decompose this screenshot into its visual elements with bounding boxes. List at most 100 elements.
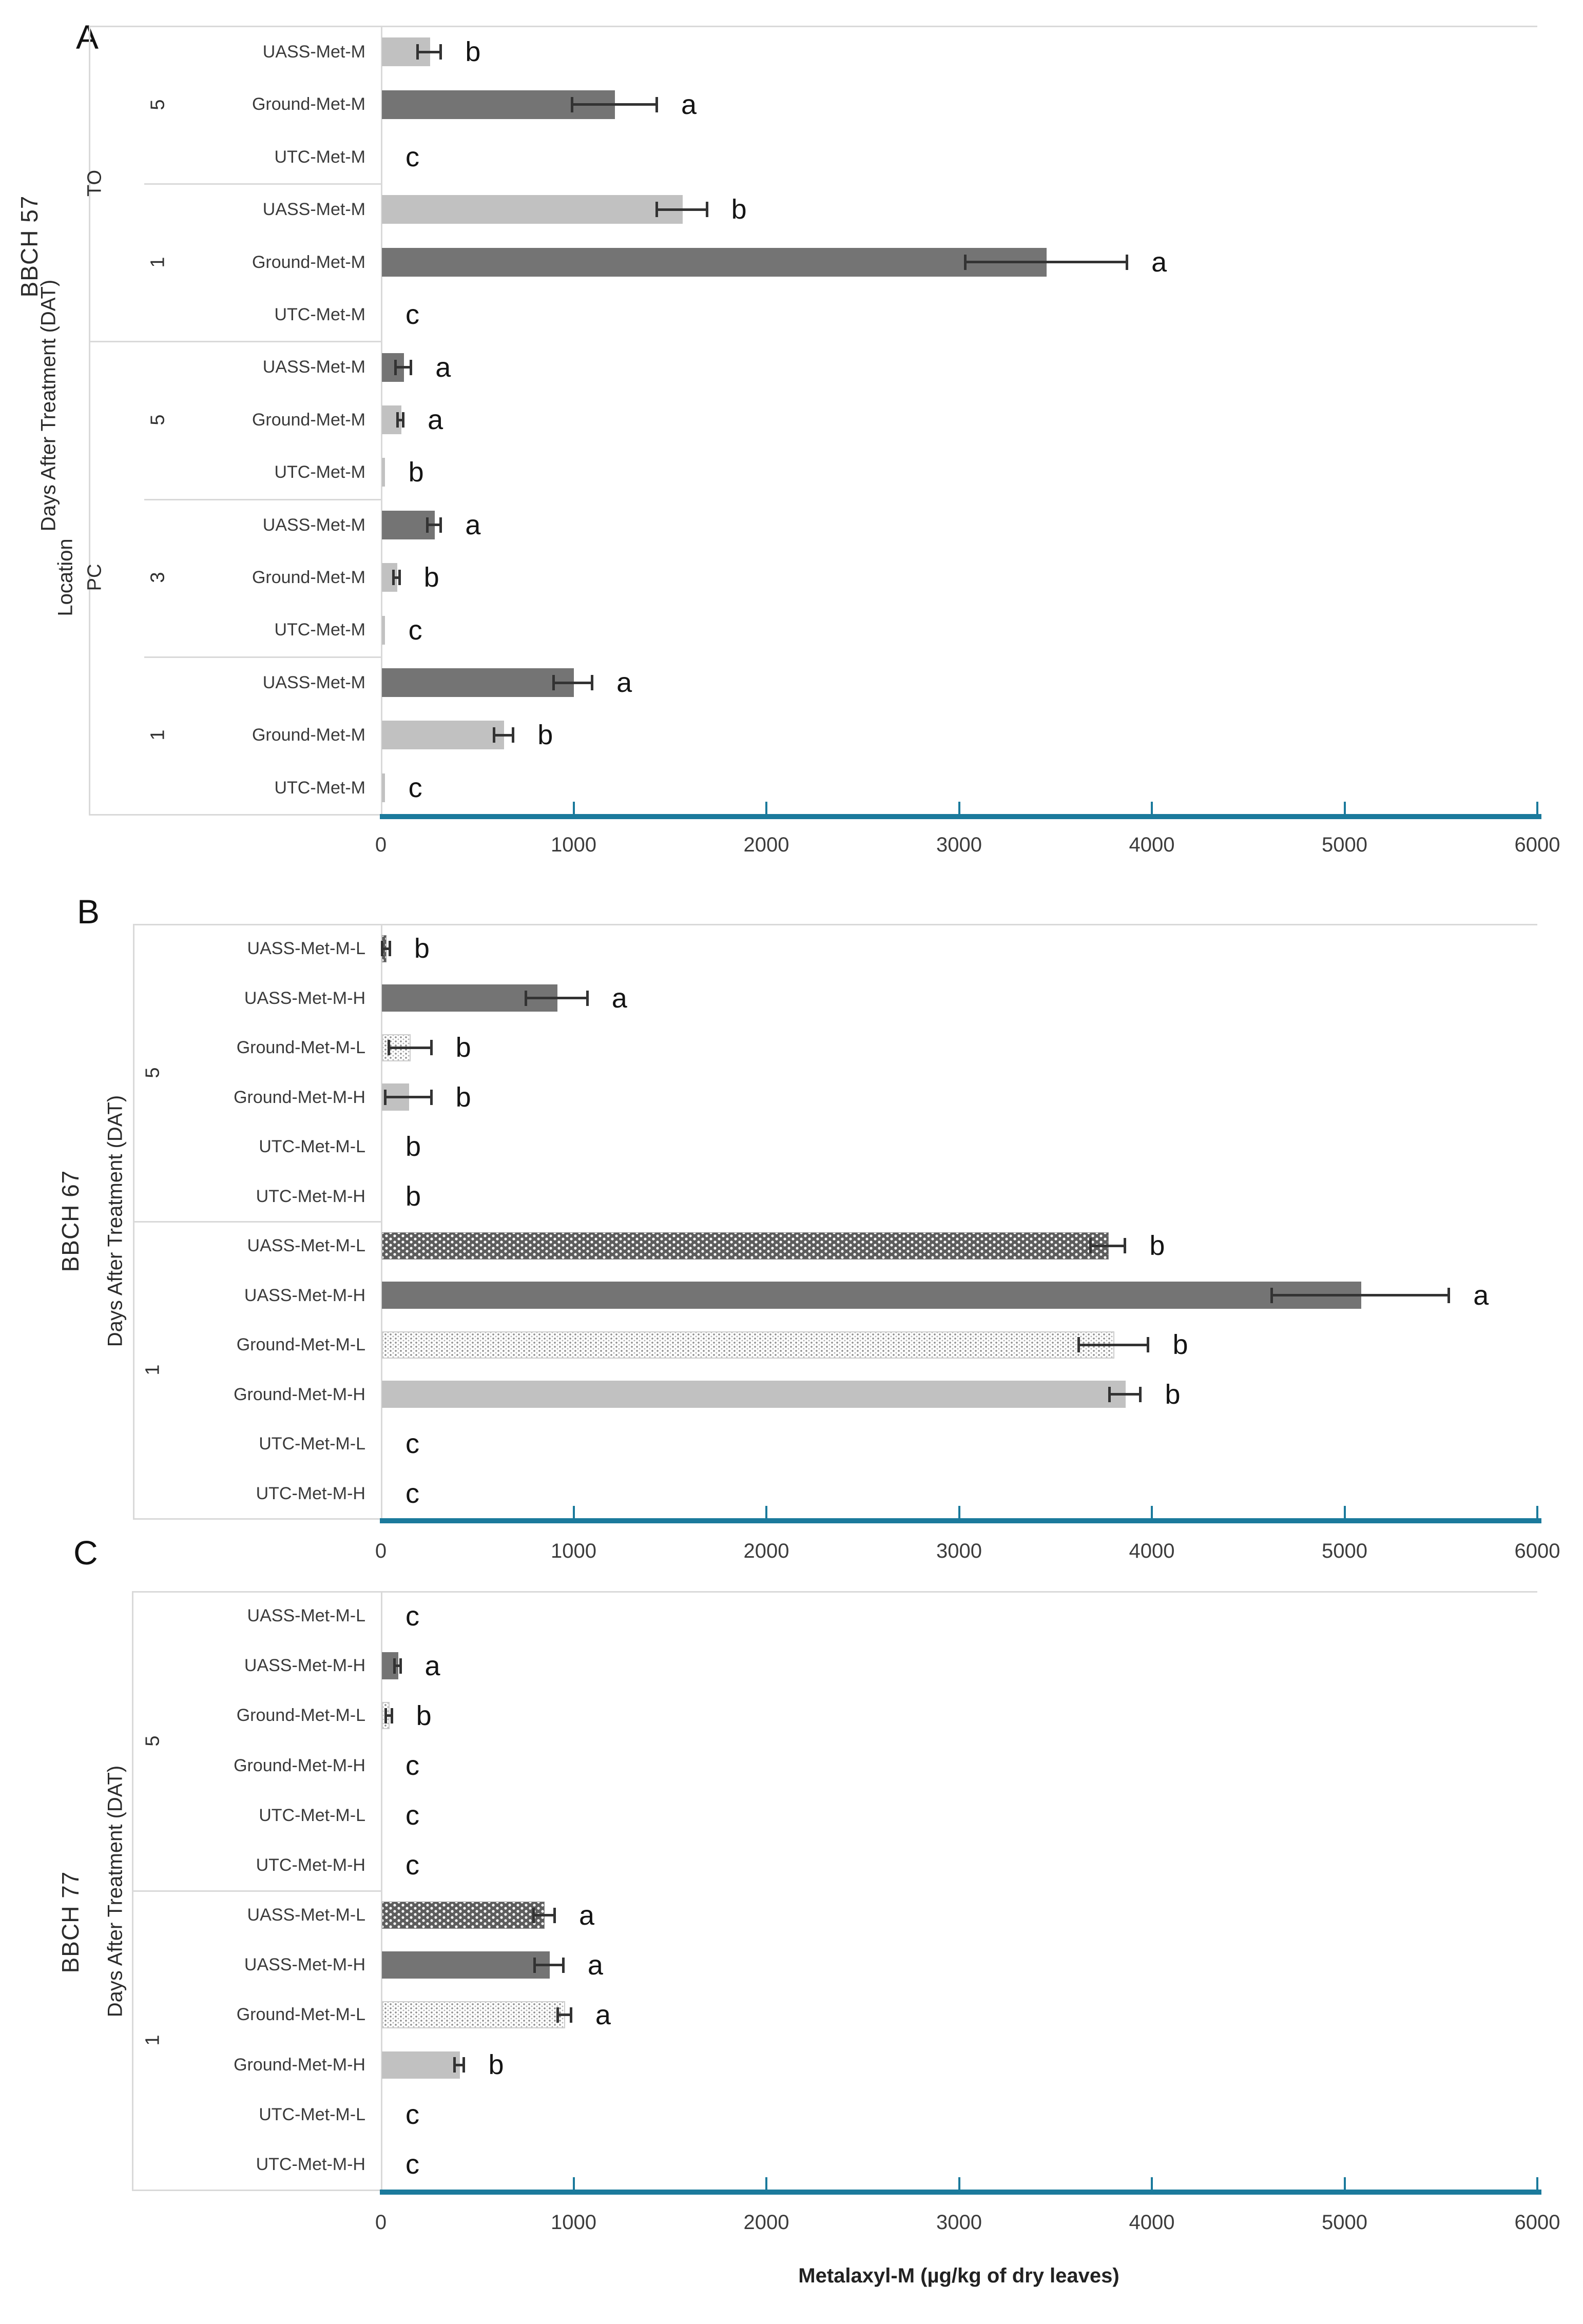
x-tick-label: 3000	[936, 2211, 982, 2234]
bar	[382, 2051, 460, 2079]
treatment-row-label: UASS-Met-M-L	[247, 939, 365, 958]
significance-letter: a	[611, 982, 627, 1014]
error-bar	[454, 2063, 464, 2066]
x-tick-label: 5000	[1322, 2211, 1367, 2234]
error-bar-cap-left	[416, 44, 419, 60]
x-tick-label: 0	[375, 2211, 387, 2234]
dat-group-label: 1	[142, 1364, 164, 1376]
error-bar-cap-right	[591, 675, 594, 690]
treatment-row-label: UTC-Met-M-H	[256, 1186, 365, 1206]
treatment-row-label: UASS-Met-M	[262, 42, 365, 62]
error-bar-cap-left	[492, 727, 495, 743]
treatment-row-label: UASS-Met-M-L	[247, 1905, 365, 1925]
treatment-row-label: UASS-Met-M	[262, 200, 365, 220]
error-bar	[417, 50, 441, 53]
error-bar	[384, 1096, 431, 1099]
location-group-label: PC	[84, 564, 106, 591]
x-axis-tick	[572, 1506, 575, 1518]
significance-letter: b	[537, 720, 553, 751]
x-axis-tick	[572, 2177, 575, 2190]
x-axis-tick	[1151, 2177, 1153, 2190]
treatment-row-label: UASS-Met-M	[262, 515, 365, 535]
panel-letter-c: C	[73, 1534, 98, 1572]
x-axis-tick	[765, 2177, 767, 2190]
error-bar-cap-left	[383, 1089, 387, 1105]
significance-letter: c	[406, 1428, 419, 1460]
panel-letter-a: A	[76, 18, 99, 56]
error-bar-cap-left	[532, 1907, 535, 1923]
error-bar-cap-left	[388, 1040, 391, 1056]
label-box-bottom-border	[89, 814, 381, 816]
panel-letter-b: B	[77, 893, 100, 931]
error-bar-cap-left	[655, 202, 658, 218]
significance-letter: c	[406, 2149, 419, 2180]
dat-axis-title: Days After Treatment (DAT)	[104, 1095, 127, 1347]
treatment-row-label: Ground-Met-M-H	[234, 1087, 365, 1107]
significance-letter: b	[406, 1131, 421, 1163]
significance-letter: b	[1172, 1329, 1188, 1361]
group-divider	[144, 498, 381, 500]
significance-letter: b	[488, 2049, 504, 2081]
error-bar-cap-right	[390, 1708, 393, 1723]
error-bar-cap-left	[453, 2057, 456, 2073]
x-tick-label: 2000	[743, 1540, 789, 1562]
treatment-row-label: UASS-Met-M-H	[244, 988, 365, 1008]
bar	[382, 458, 385, 487]
significance-letter: c	[406, 2099, 419, 2131]
error-bar-cap-left	[1108, 1386, 1111, 1402]
treatment-row-label: UTC-Met-M-L	[259, 1137, 365, 1156]
significance-letter: b	[406, 1180, 421, 1212]
error-bar-cap-left	[1077, 1337, 1080, 1353]
x-tick-label: 2000	[743, 2211, 789, 2234]
x-axis-tick	[958, 1506, 960, 1518]
dat-axis-title: Days After Treatment (DAT)	[37, 279, 60, 532]
treatment-row-label: Ground-Met-M	[252, 568, 365, 587]
error-bar-cap-left	[394, 359, 397, 375]
significance-letter: c	[406, 1478, 419, 1509]
treatment-row-label: UTC-Met-M-L	[259, 1805, 365, 1825]
treatment-row-label: UASS-Met-M-H	[244, 1656, 365, 1676]
group-divider	[144, 183, 381, 185]
x-axis-tick	[1151, 1506, 1153, 1518]
label-box-top-border	[89, 26, 1537, 27]
error-bar-cap-left	[1270, 1287, 1273, 1303]
bar	[382, 1331, 1114, 1359]
category-axis-border	[381, 1591, 382, 2190]
bar	[382, 1232, 1109, 1260]
location-axis-title: Location	[54, 538, 77, 616]
panel-a: A BBCH 57 Days After Treatment (DAT) TO PC Lo…	[0, 0, 1583, 873]
error-bar-cap-right	[512, 727, 515, 743]
significance-letter: a	[465, 509, 481, 540]
error-bar-cap-right	[439, 44, 442, 60]
bar	[382, 2001, 565, 2029]
treatment-row-label: UTC-Met-M	[274, 778, 365, 798]
treatment-row-label: Ground-Met-M-L	[236, 1038, 365, 1057]
significance-letter: b	[408, 457, 424, 488]
treatment-row-label: UTC-Met-M-L	[259, 2104, 365, 2124]
error-bar-cap-right	[562, 1957, 565, 1973]
error-bar	[1078, 1343, 1148, 1346]
x-tick-label: 1000	[551, 834, 596, 856]
significance-letter: b	[416, 1700, 432, 1731]
error-bar-cap-left	[1089, 1238, 1092, 1254]
error-bar-cap-left	[556, 2007, 559, 2023]
error-bar	[533, 1914, 554, 1917]
significance-letter: a	[428, 404, 443, 435]
treatment-row-label: Ground-Met-M	[252, 94, 365, 114]
treatment-row-label: UASS-Met-M-L	[247, 1606, 365, 1625]
error-bar	[397, 418, 403, 421]
x-axis-tick	[958, 2177, 960, 2190]
bar	[382, 1902, 545, 1929]
treatment-row-label: UTC-Met-M	[274, 462, 365, 482]
error-bar	[1109, 1393, 1141, 1396]
group-divider	[89, 341, 381, 343]
group-divider	[144, 656, 381, 658]
significance-letter: a	[681, 89, 697, 120]
significance-letter: c	[406, 1750, 419, 1781]
significance-letter: a	[435, 352, 451, 383]
x-axis-tick	[765, 802, 767, 814]
bar	[382, 615, 385, 645]
error-bar-cap-right	[402, 412, 405, 428]
error-bar-cap-right	[1147, 1337, 1150, 1353]
error-bar	[525, 997, 587, 1000]
